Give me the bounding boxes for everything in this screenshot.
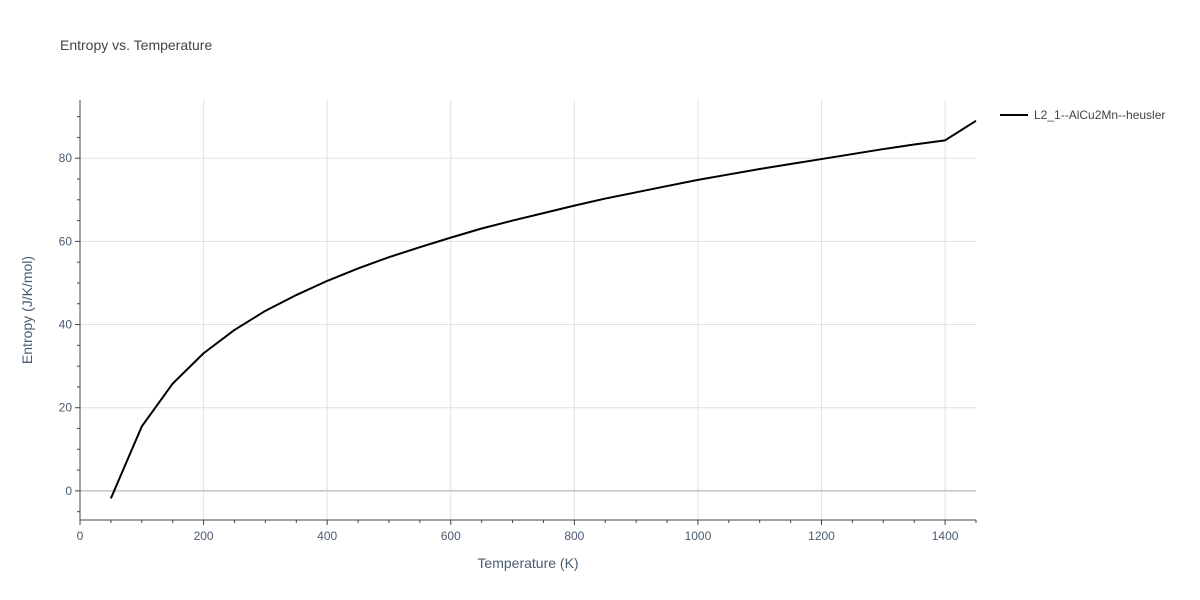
data-point xyxy=(789,163,791,165)
axis-layer xyxy=(75,100,977,525)
data-point xyxy=(913,143,915,145)
data-point xyxy=(110,497,112,499)
data-point xyxy=(697,179,699,181)
data-point xyxy=(357,267,359,269)
grid-layer xyxy=(80,100,976,520)
data-point xyxy=(573,204,575,206)
data-point xyxy=(944,139,946,141)
legend: L2_1--AlCu2Mn--heusler xyxy=(1000,108,1165,122)
data-point xyxy=(511,219,513,221)
x-tick-label: 400 xyxy=(317,529,337,543)
x-tick-label: 1200 xyxy=(808,529,835,543)
data-point xyxy=(604,197,606,199)
data-point xyxy=(882,148,884,150)
data-point xyxy=(666,185,668,187)
data-point xyxy=(326,280,328,282)
data-point xyxy=(759,168,761,170)
x-tick-label: 800 xyxy=(564,529,584,543)
data-point xyxy=(171,382,173,384)
data-point xyxy=(202,352,204,354)
data-point xyxy=(264,310,266,312)
data-point xyxy=(480,227,482,229)
data-point xyxy=(851,153,853,155)
tick-label-layer: 0 200 400 600 800 1000 1200 1400 0 20 40 60 80 xyxy=(59,151,959,543)
y-axis-title: Entropy (J/K/mol) xyxy=(19,256,35,364)
data-point xyxy=(635,191,637,193)
data-point xyxy=(542,212,544,214)
data-point xyxy=(450,236,452,238)
data-point xyxy=(820,158,822,160)
series-layer xyxy=(109,119,977,499)
x-tick-label: 0 xyxy=(77,529,84,543)
y-tick-label: 60 xyxy=(59,234,73,248)
data-point xyxy=(295,294,297,296)
y-tick-label: 0 xyxy=(65,484,72,498)
series-line xyxy=(109,119,977,499)
x-axis-title: Temperature (K) xyxy=(477,555,578,571)
y-tick-label: 40 xyxy=(59,318,73,332)
legend-label: L2_1--AlCu2Mn--heusler xyxy=(1034,108,1165,122)
chart-title: Entropy vs. Temperature xyxy=(60,37,212,53)
data-point xyxy=(141,425,143,427)
data-point xyxy=(975,120,977,122)
y-tick-label: 80 xyxy=(59,151,73,165)
data-point xyxy=(419,246,421,248)
data-point xyxy=(233,329,235,331)
data-point xyxy=(388,256,390,258)
x-tick-label: 600 xyxy=(441,529,461,543)
x-tick-label: 200 xyxy=(194,529,214,543)
y-tick-label: 20 xyxy=(59,401,73,415)
data-point xyxy=(728,173,730,175)
x-tick-label: 1400 xyxy=(932,529,959,543)
x-tick-label: 1000 xyxy=(685,529,712,543)
